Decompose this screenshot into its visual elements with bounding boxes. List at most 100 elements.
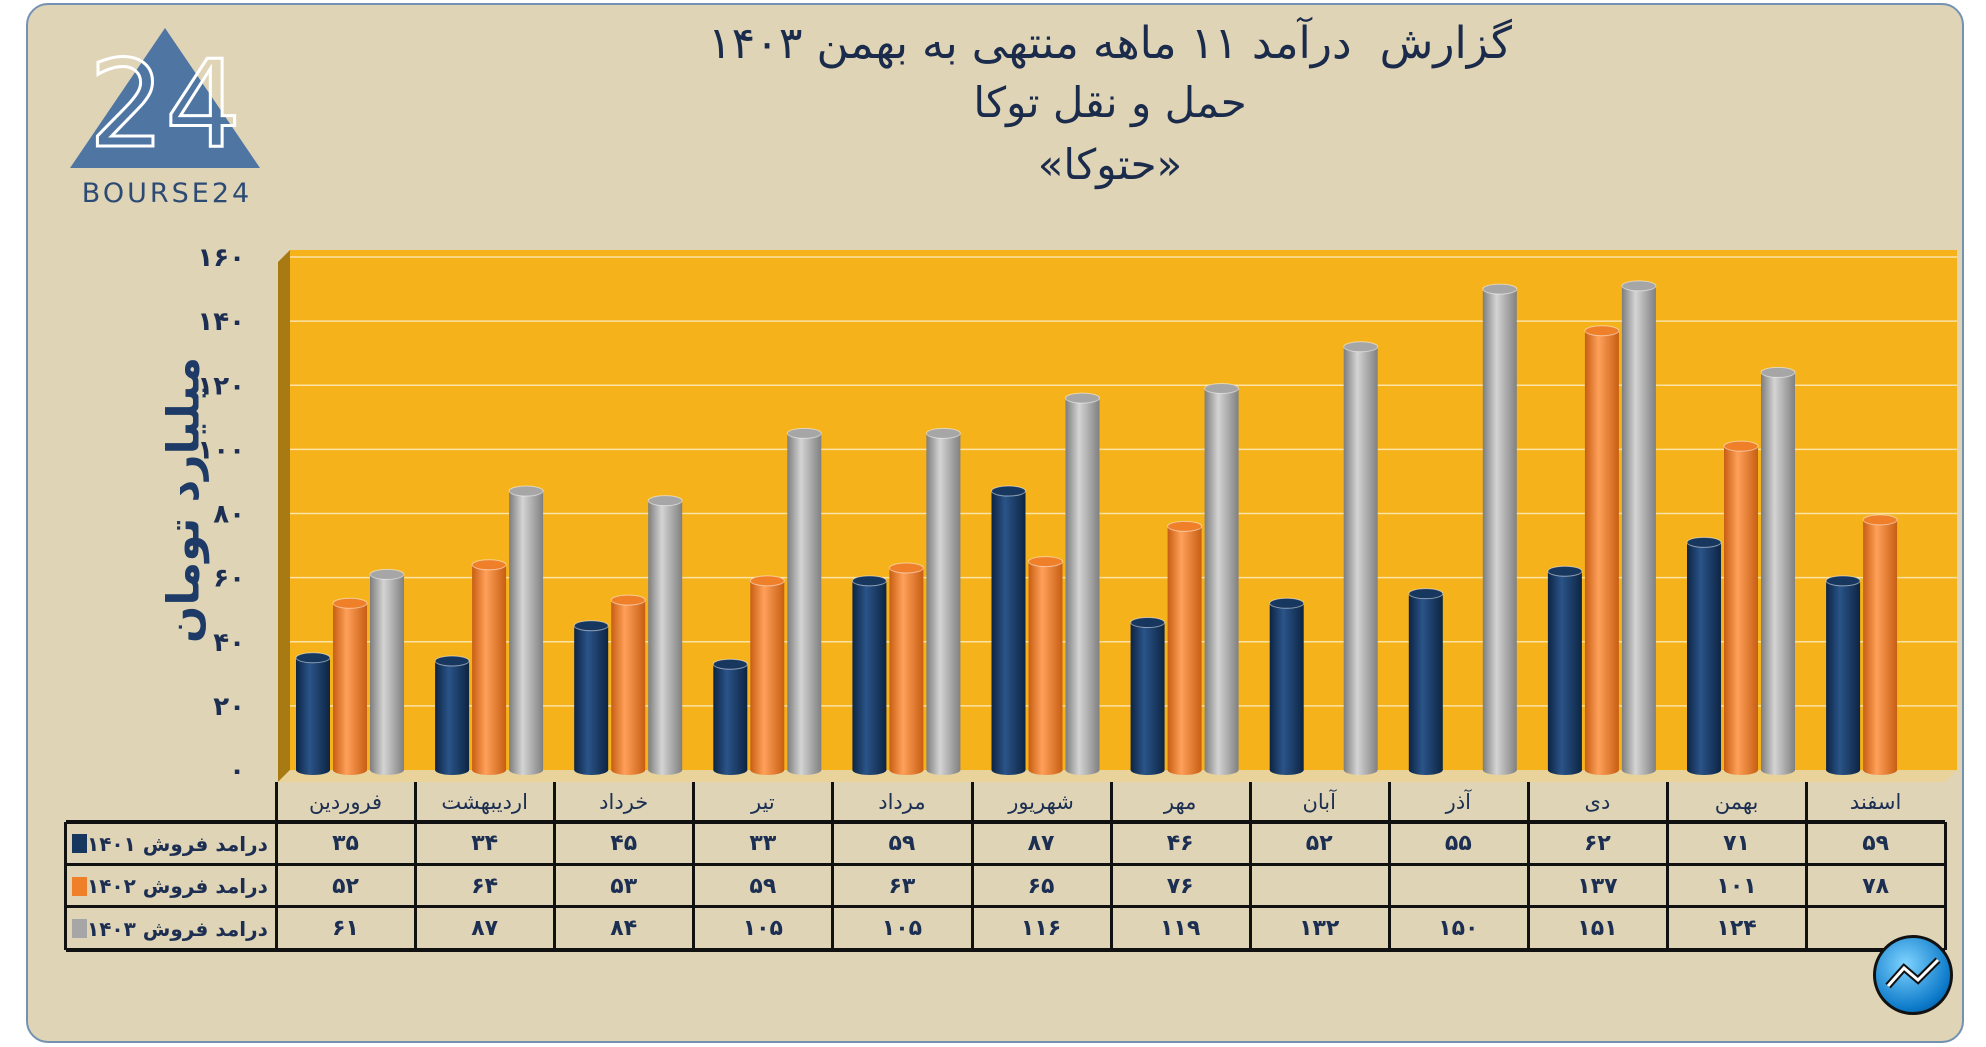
bar [1204,382,1240,775]
table-cell-text: ۱۳۷ [1577,873,1618,899]
table-cell: ۱۵۱ [1528,907,1667,950]
table-cell-text: ۱۵۱ [1577,916,1618,941]
bar [1408,588,1444,775]
plot-area [290,250,1957,770]
bar [1621,280,1657,775]
bar [1269,597,1305,775]
table-cell-text: ۸۴ [610,916,638,941]
table-cell-text: ۱۲۴ [1716,916,1757,941]
category-label: تیر [693,782,832,822]
table-cell: ۵۵ [1389,822,1528,865]
table-cell-text: ۳۵ [332,831,359,856]
table-rule [831,782,835,950]
table-cell: ۶۴ [415,865,554,907]
legend-swatch [72,834,87,853]
table-cell: ۱۵۰ [1389,907,1528,950]
table-rule [64,822,67,950]
category-label-text: اسفند [1849,790,1902,814]
y-tick-label: ۸۰ [213,500,245,530]
bar [647,495,683,775]
bar [1343,341,1379,775]
table-rule [66,820,1946,824]
category-label: شهریور [972,782,1111,822]
svg-text:24: 24 [89,36,242,175]
table-cell: ۳۴ [415,822,554,865]
table-cell-text: ۱۰۵ [881,916,923,941]
bar [1028,556,1063,775]
plot-left-wall [278,250,290,782]
bar [1723,440,1759,775]
table-cell: ۵۲ [276,865,415,907]
bar [1547,565,1583,775]
table-cell: ۵۹ [693,865,832,907]
legend-entry-text: درامد فروش ۱۴۰۱ [87,831,268,856]
table-cell: ۱۱۶ [972,907,1111,950]
bar [1686,536,1722,775]
table-rule [1944,822,1948,950]
table-cell: ۳۵ [276,822,415,865]
table-cell-text: ۱۰۵ [742,916,783,941]
table-cell: ۱۳۲ [1250,907,1389,950]
legend-entry-text: درامد فروش ۱۴۰۳ [87,916,268,941]
bar [991,485,1026,775]
category-label: اسفند [1806,782,1945,822]
chart-subtitle: حمل و نقل توکا [973,78,1247,127]
table-cell-text: ۱۰۱ [1716,873,1757,899]
table-cell: ۸۷ [972,822,1111,865]
category-label-text: دی [1584,790,1611,814]
table-cell: ۶۵ [972,865,1111,907]
legend-swatch [72,876,87,896]
table-cell-text: ۱۳۲ [1299,916,1340,941]
bar [471,559,507,775]
table-cell: ۵۳ [554,865,693,907]
table-cell-text: ۷۸ [1862,873,1890,899]
bar [1825,575,1861,775]
table-cell-text: ۵۹ [1862,831,1890,856]
legend-entry: درامد فروش ۱۴۰۳ [66,907,276,950]
category-label: مرداد [832,782,971,822]
bar [786,427,822,775]
table-cell [1250,865,1389,907]
table-rule [1387,782,1391,950]
table-rule [66,905,1946,908]
table-cell-text: ۸۷ [471,916,499,941]
category-label: اردیبهشت [415,782,554,822]
table-cell: ۷۱ [1667,822,1806,865]
category-label: بهمن [1667,782,1806,822]
table-rule [1805,782,1809,950]
table-rule [414,782,418,950]
table-cell-text: ۱۱۹ [1159,916,1201,941]
table-rule [970,782,974,950]
table-cell-text: ۶۵ [1027,873,1055,899]
y-tick-label: ۱۶۰ [197,243,245,273]
y-tick-label: ۱۴۰ [197,307,245,337]
table-cell: ۸۷ [415,907,554,950]
table-cell-text: ۴۶ [1166,831,1194,856]
y-tick-label: ۴۰ [213,628,245,658]
bar [851,575,887,775]
bar [508,485,544,775]
category-label: مهر [1111,782,1250,822]
chart-title: گزارش درآمد ۱۱ ماهه منتهی به بهمن ۱۴۰۳ [708,18,1512,69]
table-cell-text: ۵۹ [749,873,777,899]
legend-entry: درامد فروش ۱۴۰۱ [66,822,276,865]
table-cell-text: ۴۵ [610,831,638,856]
legend-entry: درامد فروش ۱۴۰۲ [66,865,276,907]
y-tick-label: ۲۰ [213,692,245,722]
bar [610,594,646,775]
table-rule [275,782,278,950]
table-cell: ۳۳ [693,822,832,865]
y-tick-label: ۶۰ [213,564,245,594]
table-cell: ۶۱ [276,907,415,950]
table-cell: ۷۸ [1806,865,1945,907]
table-cell-text: ۵۵ [1444,831,1472,856]
bar [925,427,961,775]
bar [1584,325,1620,775]
table-cell: ۱۰۵ [693,907,832,950]
bar [749,575,785,775]
table-cell: ۶۳ [832,865,971,907]
table-rule [1526,782,1530,950]
category-label: دی [1528,782,1667,822]
table-cell: ۱۰۵ [832,907,971,950]
